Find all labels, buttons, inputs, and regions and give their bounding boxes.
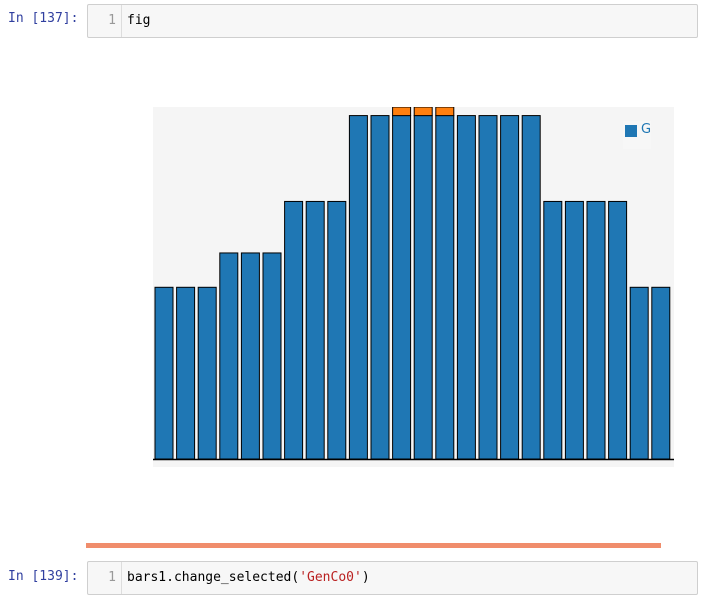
- bar-2[interactable]: [176, 286, 196, 460]
- bar-17[interactable]: [500, 115, 520, 460]
- bar-6[interactable]: [262, 252, 282, 460]
- input-prompt-139: In [139]:: [8, 569, 79, 584]
- bar-19[interactable]: [543, 200, 563, 460]
- code-string-literal: 'GenCo0': [299, 570, 362, 585]
- chart-legend: G: [623, 121, 651, 149]
- bar-3[interactable]: [197, 286, 217, 460]
- code-cell-139[interactable]: 1 bars1.change_selected('GenCo0'): [87, 561, 698, 595]
- code-line[interactable]: bars1.change_selected('GenCo0'): [127, 562, 370, 594]
- selected-bar-14[interactable]: [435, 107, 455, 117]
- line-number: 1: [88, 5, 122, 37]
- bar-14[interactable]: [435, 115, 455, 460]
- bar-18[interactable]: [521, 115, 541, 460]
- output-divider: [86, 543, 661, 548]
- bar-21[interactable]: [586, 200, 606, 460]
- bar-10[interactable]: [348, 115, 368, 460]
- input-prompt-137: In [137]:: [8, 11, 79, 26]
- code-cell-137[interactable]: 1 fig: [87, 4, 698, 38]
- legend-label: G: [641, 122, 652, 137]
- bar-chart-output: G: [153, 107, 674, 467]
- selected-bar-12[interactable]: [392, 107, 412, 117]
- line-number: 1: [88, 562, 122, 594]
- bar-20[interactable]: [564, 200, 584, 460]
- code-closing-paren: ): [361, 570, 370, 585]
- bar-15[interactable]: [456, 115, 476, 460]
- selected-bar-13[interactable]: [413, 107, 433, 117]
- bar-chart-plot: [153, 107, 674, 461]
- bar-5[interactable]: [240, 252, 260, 460]
- bar-8[interactable]: [305, 200, 325, 460]
- bar-4[interactable]: [219, 252, 239, 460]
- bar-13[interactable]: [413, 115, 433, 460]
- bar-24[interactable]: [651, 286, 671, 460]
- code-line[interactable]: fig: [127, 13, 151, 28]
- bar-22[interactable]: [608, 200, 628, 460]
- bar-16[interactable]: [478, 115, 498, 460]
- bar-7[interactable]: [284, 200, 304, 460]
- bar-23[interactable]: [629, 286, 649, 460]
- bar-12[interactable]: [392, 115, 412, 460]
- code-function-call: bars1.change_selected(: [127, 570, 300, 585]
- bar-1[interactable]: [154, 286, 174, 460]
- bar-9[interactable]: [327, 200, 347, 460]
- bar-11[interactable]: [370, 115, 390, 460]
- legend-swatch: [625, 125, 637, 137]
